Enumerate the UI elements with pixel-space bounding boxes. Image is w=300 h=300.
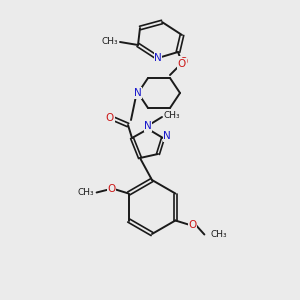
Text: O: O: [178, 59, 186, 69]
Text: CH₃: CH₃: [78, 188, 94, 197]
Text: CH₃: CH₃: [164, 110, 181, 119]
Text: CH₃: CH₃: [101, 37, 118, 46]
Text: N: N: [144, 121, 152, 131]
Text: O: O: [179, 57, 187, 67]
Text: O: O: [188, 220, 196, 230]
Text: O: O: [107, 184, 116, 194]
Text: CH₃: CH₃: [210, 230, 227, 239]
Text: N: N: [154, 53, 162, 63]
Text: N: N: [163, 131, 171, 141]
Text: O: O: [106, 113, 114, 123]
Text: N: N: [134, 88, 142, 98]
